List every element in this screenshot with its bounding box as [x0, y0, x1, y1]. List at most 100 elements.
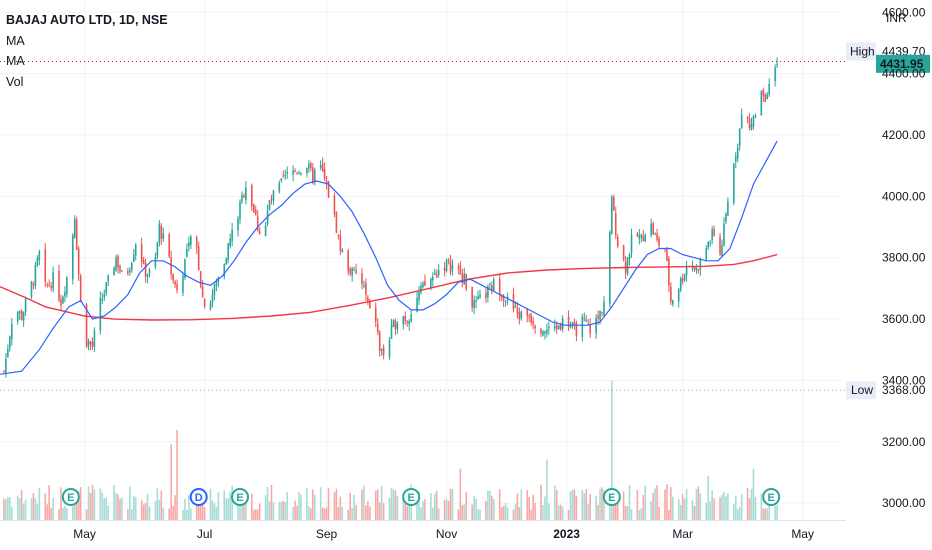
earnings-marker[interactable]: E [61, 488, 80, 506]
volume-bar [404, 503, 407, 520]
volume-bar [506, 507, 509, 520]
x-tick-label: 2023 [553, 527, 580, 541]
volume-bar [119, 499, 121, 520]
volume-bar [609, 501, 611, 520]
volume-bar [374, 490, 377, 520]
volume-bar [211, 500, 214, 520]
volume-bar [713, 498, 715, 520]
candle-body [461, 273, 464, 283]
candle-body [691, 267, 694, 269]
earnings-marker[interactable]: E [762, 488, 781, 506]
candle-body [34, 264, 37, 286]
volume-bar [616, 493, 619, 520]
candle-body [272, 190, 275, 201]
candle-body [351, 267, 353, 276]
volume-bar [465, 491, 468, 520]
candle-body [734, 156, 737, 162]
dividend-marker[interactable]: D [189, 488, 208, 506]
volume-bar [390, 488, 393, 520]
event-glyph: E [608, 492, 615, 504]
volume-bar [85, 509, 88, 520]
candle-body [534, 325, 536, 329]
volume-bar [721, 494, 723, 520]
volume-bar [146, 493, 149, 520]
candle-body [738, 128, 741, 146]
candle-body [182, 275, 184, 294]
volume-bar [89, 492, 92, 520]
candle-body [449, 260, 452, 273]
volume-bar [738, 506, 741, 520]
volume-bar [601, 487, 603, 520]
earnings-marker[interactable]: E [402, 488, 421, 506]
candle-body [91, 341, 94, 347]
candle-body [20, 311, 23, 320]
candle-body [555, 325, 558, 330]
volume-bar [691, 499, 694, 520]
volume-bar [585, 489, 588, 520]
candle-body [75, 219, 78, 250]
volume-bar [60, 487, 62, 520]
volume-bar [355, 505, 357, 520]
candle-body [670, 286, 672, 302]
volume-bar [170, 444, 172, 520]
volume-bar [156, 488, 159, 520]
volume-bar [71, 506, 74, 520]
volume-bar [52, 497, 54, 520]
volume-bar [583, 493, 586, 520]
low-tag-label: Low [851, 383, 873, 397]
candle-body [528, 315, 531, 317]
volume-bar [553, 485, 556, 520]
candle-body [140, 243, 143, 262]
candle-body [174, 281, 176, 285]
volume-bar [117, 494, 119, 520]
candle-body [597, 315, 599, 319]
candle-body [711, 229, 713, 241]
volume-bar [650, 501, 652, 520]
candle-body [341, 249, 344, 252]
candle-body [713, 228, 715, 236]
volume-bar [239, 505, 241, 520]
candle-body [188, 242, 190, 247]
candle-body [587, 323, 590, 325]
earnings-marker[interactable]: E [602, 488, 621, 506]
earnings-marker[interactable]: E [231, 488, 250, 506]
candle-body [148, 269, 151, 274]
event-circle [602, 488, 621, 506]
candle-body [127, 271, 129, 274]
candle-body [636, 233, 639, 237]
candle-body [697, 269, 700, 271]
candle-body [432, 276, 434, 281]
volume-bar [559, 504, 562, 520]
legend-volume[interactable]: Vol [6, 74, 24, 89]
candle-body [105, 282, 108, 294]
legend-ma-2[interactable]: MA [6, 54, 25, 68]
volume-bar [534, 502, 536, 520]
candle-body [374, 307, 377, 322]
volume-bar [587, 504, 590, 520]
candle-body [723, 223, 725, 246]
volume-bar [736, 509, 739, 520]
candle-body [567, 316, 570, 327]
candle-body [36, 258, 39, 265]
volume-bar [99, 488, 102, 520]
volume-bar [365, 505, 367, 520]
y-tick-label: 4200.00 [882, 128, 926, 142]
candle-body [473, 300, 475, 308]
candle-body [471, 286, 473, 308]
legend-ma-1[interactable]: MA [6, 33, 25, 48]
ma-long-line [0, 253, 778, 321]
candle-body [58, 270, 60, 301]
volume-bar [319, 487, 322, 520]
candle-body [323, 169, 326, 180]
volume-bar [656, 485, 658, 520]
volume-bar [382, 503, 385, 520]
symbol-title[interactable]: BAJAJ AUTO LTD, 1D, NSE [6, 13, 168, 27]
candle-body [498, 278, 501, 296]
candle-body [666, 247, 668, 261]
volume-bar [376, 489, 379, 520]
y-tick-label: 3400.00 [882, 373, 926, 387]
candle-body [540, 328, 542, 334]
event-glyph: E [768, 492, 775, 504]
